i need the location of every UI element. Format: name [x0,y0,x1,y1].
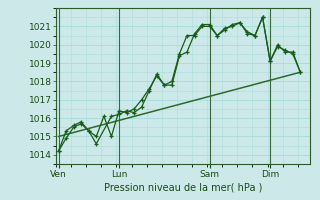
X-axis label: Pression niveau de la mer( hPa ): Pression niveau de la mer( hPa ) [104,183,262,193]
